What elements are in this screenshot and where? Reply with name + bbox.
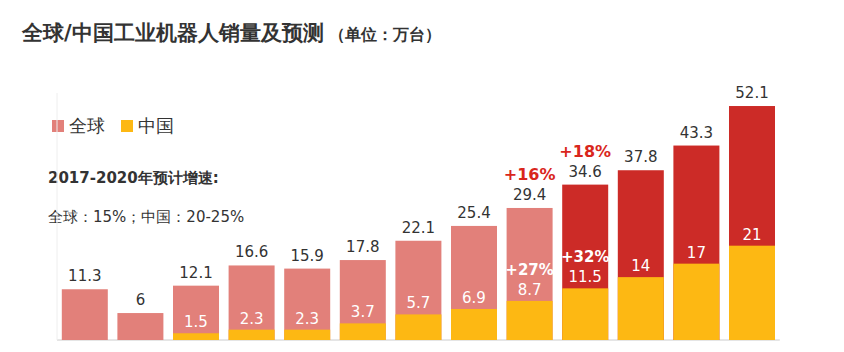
legend-entry: 中国 (121, 115, 174, 136)
data-label: 3.7 (351, 303, 375, 321)
bar-global (284, 269, 330, 340)
bar-global (62, 289, 108, 340)
title: 全球/中国工业机器人销量及预测 (21, 21, 324, 45)
bar-china (395, 314, 441, 340)
y-axis (57, 93, 58, 340)
bar-global (229, 265, 275, 340)
legend-entry: 全球 (52, 115, 105, 136)
growth-annotation: +32% (561, 248, 609, 266)
bar-china (618, 277, 664, 340)
bar-global (117, 313, 163, 340)
data-label: 29.4 (513, 186, 546, 204)
data-label: 6 (136, 291, 146, 309)
legend-label: 中国 (138, 115, 174, 136)
growth-annotation: +16% (504, 165, 556, 184)
growth-annotation: +27% (505, 261, 553, 279)
data-label: 12.1 (179, 264, 212, 282)
bar-china (729, 246, 775, 340)
legend-swatch (52, 120, 64, 132)
data-label: 17.8 (346, 238, 379, 256)
data-label: 22.1 (402, 219, 435, 237)
data-label: 43.3 (680, 124, 713, 142)
data-label: 2.3 (295, 310, 319, 328)
data-label: 25.4 (457, 204, 490, 222)
data-label: 6.9 (462, 289, 486, 307)
bar-global (173, 286, 219, 340)
data-label: 16.6 (235, 243, 268, 261)
bar-global (673, 146, 719, 340)
data-label: 15.9 (290, 247, 323, 265)
chart: 全球/中国工业机器人销量及预测 （单位：万台） 全球 中国 2017-2020年预计增速… (0, 0, 844, 352)
note: 全球：15%；中国：20-25% (48, 208, 244, 226)
data-label: 52.1 (735, 84, 768, 102)
data-label: 37.8 (624, 148, 657, 166)
bar-china (673, 264, 719, 340)
data-label: 11.5 (568, 268, 601, 286)
data-label: 14 (631, 257, 650, 275)
bar-global (451, 226, 497, 340)
growth-annotation: +18% (559, 142, 611, 161)
bar-china (451, 309, 497, 340)
data-label: 21 (742, 226, 761, 244)
legend-swatch (121, 120, 133, 132)
bar-global (729, 106, 775, 340)
data-label: 2.3 (240, 310, 264, 328)
bar-global (340, 260, 386, 340)
legend-label: 全球 (69, 115, 105, 136)
data-label: 17 (687, 244, 706, 262)
bar-china (229, 330, 275, 340)
bar-global (395, 241, 441, 340)
bar-china (507, 301, 553, 340)
data-label: 11.3 (68, 267, 101, 285)
data-label: 34.6 (568, 163, 601, 181)
note: 2017-2020年预计增速: (48, 169, 219, 187)
bar-china (562, 288, 608, 340)
subtitle: （单位：万台） (329, 25, 441, 44)
labels: 11.3 6 12.1 16.6 15.9 17.8 22.1 25.4 29.4 34.6 37.… (68, 84, 769, 331)
marks (62, 106, 775, 340)
data-label: 8.7 (518, 281, 542, 299)
bar-global (618, 170, 664, 340)
data-label: 1.5 (184, 313, 208, 331)
bar-china (284, 330, 330, 340)
bar-china (173, 333, 219, 340)
data-label: 5.7 (406, 294, 430, 312)
bar-china (340, 323, 386, 340)
